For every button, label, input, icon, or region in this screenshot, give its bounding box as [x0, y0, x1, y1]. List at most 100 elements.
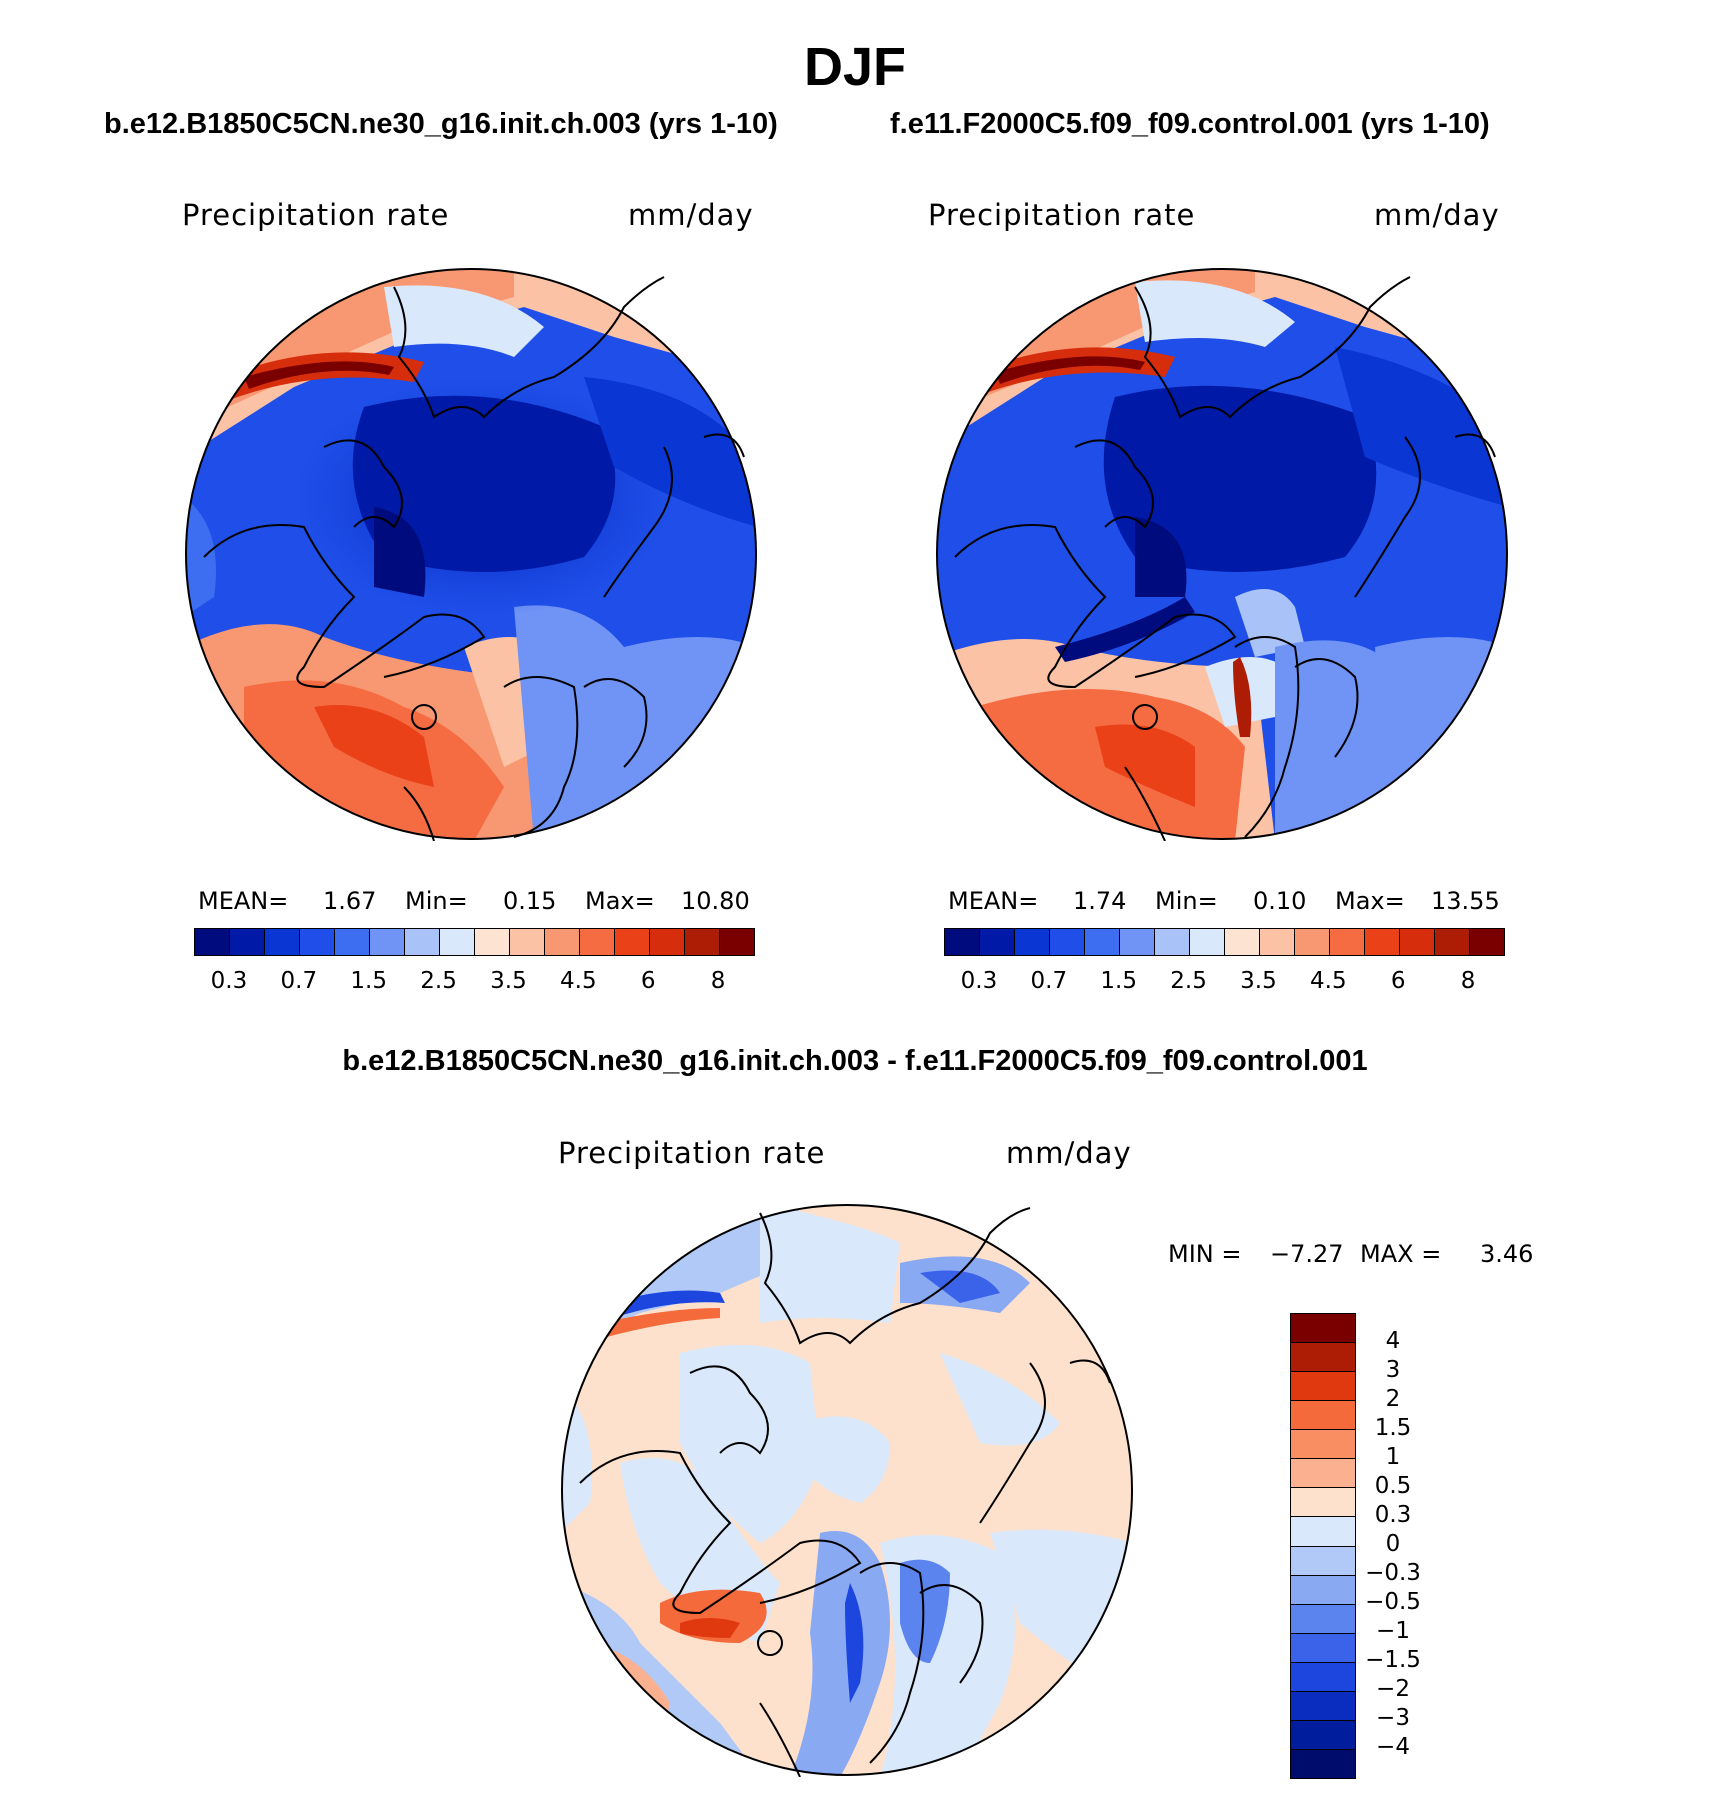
difference-colorbar-box [1291, 1314, 1355, 1344]
panel-right-colorbar-box [1120, 929, 1155, 955]
difference-variable-label: Precipitation rate [558, 1136, 826, 1170]
panel-left-colorbar-box [685, 929, 720, 955]
panel-right-polar-map [936, 268, 1508, 841]
difference-min-value: −7.27 [1270, 1240, 1344, 1268]
panel-right-min-label: Min= [1155, 887, 1218, 915]
panel-left-colorbar-box [230, 929, 265, 955]
panel-right-colorbar-box [1295, 929, 1330, 955]
panel-right-colorbar-box [1085, 929, 1120, 955]
panel-right-colorbar-box [1435, 929, 1470, 955]
difference-colorbar-tick-label: 1.5 [1374, 1415, 1412, 1441]
difference-colorbar-box [1291, 1488, 1355, 1518]
panel-left-colorbar-tick-label: 8 [710, 968, 726, 994]
panel-left-min-value: 0.15 [503, 887, 557, 915]
panel-left-colorbar-box [475, 929, 510, 955]
panel-right-colorbar-box [1155, 929, 1190, 955]
panel-right-max-label: Max= [1335, 887, 1405, 915]
panel-right-colorbar-box [1260, 929, 1295, 955]
difference-colorbar-box [1291, 1459, 1355, 1489]
panel-right-colorbar-box [1225, 929, 1260, 955]
panel-right-colorbar-tick-label: 4.5 [1310, 968, 1347, 994]
difference-colorbar-box [1291, 1401, 1355, 1431]
difference-max-value: 3.46 [1480, 1240, 1534, 1268]
difference-colorbar-tick-label: 1 [1385, 1444, 1401, 1470]
panel-left-colorbar-box [615, 929, 650, 955]
difference-colorbar-tick-label: 4 [1385, 1328, 1401, 1354]
season-title: DJF [803, 37, 906, 97]
panel-right-colorbar-box [1365, 929, 1400, 955]
difference-colorbar-box [1291, 1546, 1355, 1576]
panel-left-units-label: mm/day [628, 198, 754, 232]
panel-right-colorbar-tick-label: 0.3 [960, 968, 998, 994]
panel-right-units-label: mm/day [1374, 198, 1500, 232]
difference-colorbar-box [1291, 1575, 1355, 1605]
panel-left-colorbar-box [300, 929, 335, 955]
panel-right-colorbar-box [1015, 929, 1050, 955]
difference-colorbar-box [1291, 1343, 1355, 1373]
panel-right-colorbar-tick-label: 6 [1390, 968, 1406, 994]
difference-title: b.e12.B1850C5CN.ne30_g16.init.ch.003 - f… [342, 1045, 1368, 1077]
difference-colorbar-tick-label: 0 [1385, 1531, 1401, 1557]
panel-left-colorbar-box [195, 929, 230, 955]
difference-colorbar-box [1291, 1691, 1355, 1721]
panel-right-colorbar-tick-label: 0.7 [1030, 968, 1068, 994]
panel-right-colorbar-box [980, 929, 1015, 955]
difference-colorbar-box [1291, 1749, 1355, 1778]
panel-left-colorbar-box [545, 929, 580, 955]
panel-left-colorbar-box [510, 929, 545, 955]
panel-right-mean-label: MEAN= [948, 887, 1039, 915]
difference-colorbar-box [1291, 1430, 1355, 1460]
difference-min-label: MIN = [1168, 1240, 1242, 1268]
panel-left-colorbar-box [335, 929, 370, 955]
difference-colorbar-tick-label: −0.3 [1365, 1560, 1421, 1586]
panel-left-colorbar-box [405, 929, 440, 955]
difference-colorbar-box [1291, 1517, 1355, 1547]
panel-right-colorbar-box [1400, 929, 1435, 955]
panel-right-max-value: 13.55 [1431, 887, 1500, 915]
panel-left-colorbar-box [370, 929, 405, 955]
panel-right-colorbar-tick-label: 8 [1460, 968, 1476, 994]
difference-colorbar-box [1291, 1604, 1355, 1634]
difference-colorbar-tick-label: −1 [1376, 1618, 1410, 1644]
panel-left-colorbar-tick-label: 0.3 [210, 968, 248, 994]
difference-colorbar-tick-label: −4 [1376, 1734, 1410, 1760]
difference-colorbar-box [1291, 1633, 1355, 1663]
panel-right-colorbar-box [1330, 929, 1365, 955]
panel-left-polar-map [185, 268, 757, 841]
panel-left-variable-label: Precipitation rate [182, 198, 450, 232]
difference-max-label: MAX = [1360, 1240, 1442, 1268]
panel-right-colorbar-box [1190, 929, 1225, 955]
difference-colorbar-tick-label: −1.5 [1365, 1647, 1421, 1673]
panel-left-colorbar-tick-label: 4.5 [560, 968, 597, 994]
panel-left-max-label: Max= [585, 887, 655, 915]
difference-polar-map [561, 1204, 1133, 1777]
difference-colorbar-tick-label: 0.5 [1374, 1473, 1412, 1499]
panel-left-colorbar [194, 928, 755, 956]
panel-left-colorbar-tick-label: 0.7 [280, 968, 318, 994]
panel-left-mean-value: 1.67 [323, 887, 377, 915]
panel-right-case-title: f.e11.F2000C5.f09_f09.control.001 (yrs 1… [890, 108, 1490, 140]
panel-right-colorbar-box [945, 929, 980, 955]
panel-left-colorbar-tick-label: 6 [640, 968, 656, 994]
panel-left-max-value: 10.80 [681, 887, 750, 915]
panel-left-colorbar-tick-label: 2.5 [420, 968, 457, 994]
difference-colorbar-tick-label: 2 [1385, 1386, 1401, 1412]
panel-left-colorbar-box [440, 929, 475, 955]
panel-left-colorbar-box [650, 929, 685, 955]
panel-left-colorbar-box [265, 929, 300, 955]
panel-left-colorbar-tick-label: 3.5 [490, 968, 527, 994]
panel-right-colorbar-tick-label: 1.5 [1100, 968, 1137, 994]
panel-left-mean-label: MEAN= [198, 887, 289, 915]
difference-units-label: mm/day [1006, 1136, 1132, 1170]
panel-left-colorbar-tick-label: 1.5 [350, 968, 387, 994]
panel-right-colorbar-tick-label: 3.5 [1240, 968, 1277, 994]
panel-right-min-value: 0.10 [1253, 887, 1307, 915]
panel-left-colorbar-box [580, 929, 615, 955]
difference-colorbar-tick-label: 3 [1385, 1357, 1401, 1383]
difference-colorbar-tick-label: −0.5 [1365, 1589, 1421, 1615]
panel-right-colorbar-tick-label: 2.5 [1170, 968, 1207, 994]
panel-right-colorbar [944, 928, 1505, 956]
difference-colorbar-box [1291, 1372, 1355, 1402]
panel-right-variable-label: Precipitation rate [928, 198, 1196, 232]
difference-colorbar-tick-label: −2 [1376, 1676, 1410, 1702]
